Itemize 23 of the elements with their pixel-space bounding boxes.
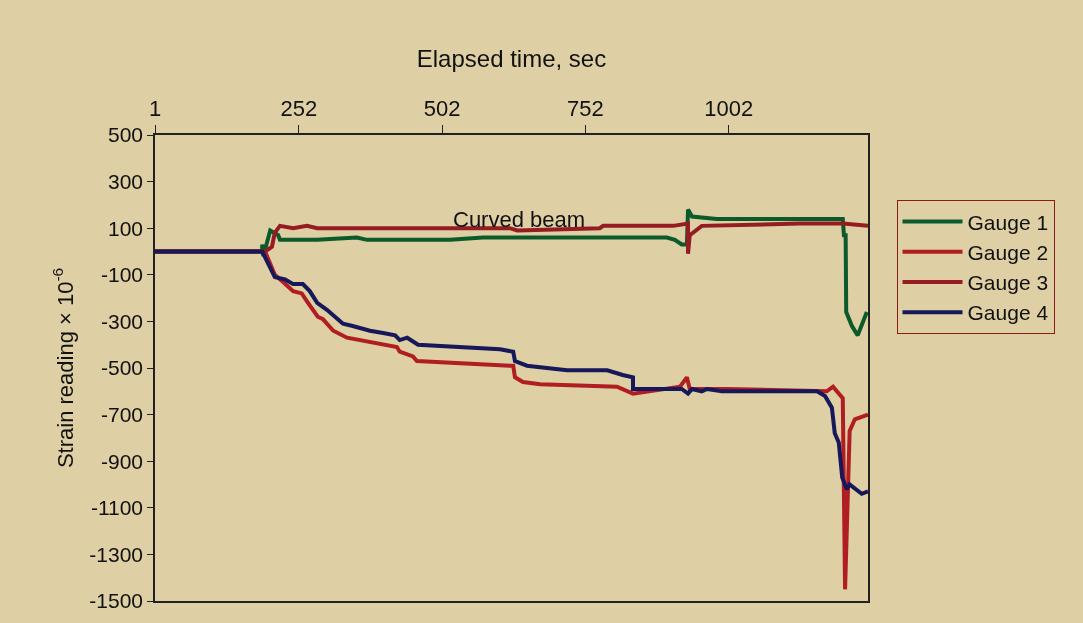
y-tick-label: 300 bbox=[108, 169, 144, 193]
y-tick-label: 100 bbox=[108, 216, 144, 240]
x-tick-label: 1 bbox=[148, 96, 162, 122]
y-tick-label: -700 bbox=[101, 402, 144, 426]
x-tick-label: 1002 bbox=[704, 96, 754, 122]
legend-label: Gauge 3 bbox=[967, 271, 1049, 295]
legend-label: Gauge 2 bbox=[967, 240, 1049, 264]
x-tick-label: 752 bbox=[567, 96, 604, 122]
y-tick-label: -1100 bbox=[90, 496, 144, 520]
x-tick-label: 252 bbox=[280, 96, 318, 122]
y-tick-label: -100 bbox=[101, 263, 144, 287]
annotation: Curved beam bbox=[453, 207, 586, 232]
y-tick-label: -300 bbox=[101, 309, 144, 333]
y-tick-label: 500 bbox=[108, 123, 144, 147]
y-tick-label: -1500 bbox=[89, 589, 144, 613]
x-tick-label: 502 bbox=[423, 96, 461, 122]
legend-label: Gauge 4 bbox=[967, 301, 1049, 325]
x-axis-title: Elapsed time, sec bbox=[416, 45, 607, 73]
legend-label: Gauge 1 bbox=[967, 210, 1049, 234]
line-series bbox=[155, 249, 868, 496]
y-tick-label: -900 bbox=[101, 449, 144, 473]
y-tick-label: -1300 bbox=[89, 542, 144, 566]
y-tick-label: -500 bbox=[101, 356, 144, 380]
